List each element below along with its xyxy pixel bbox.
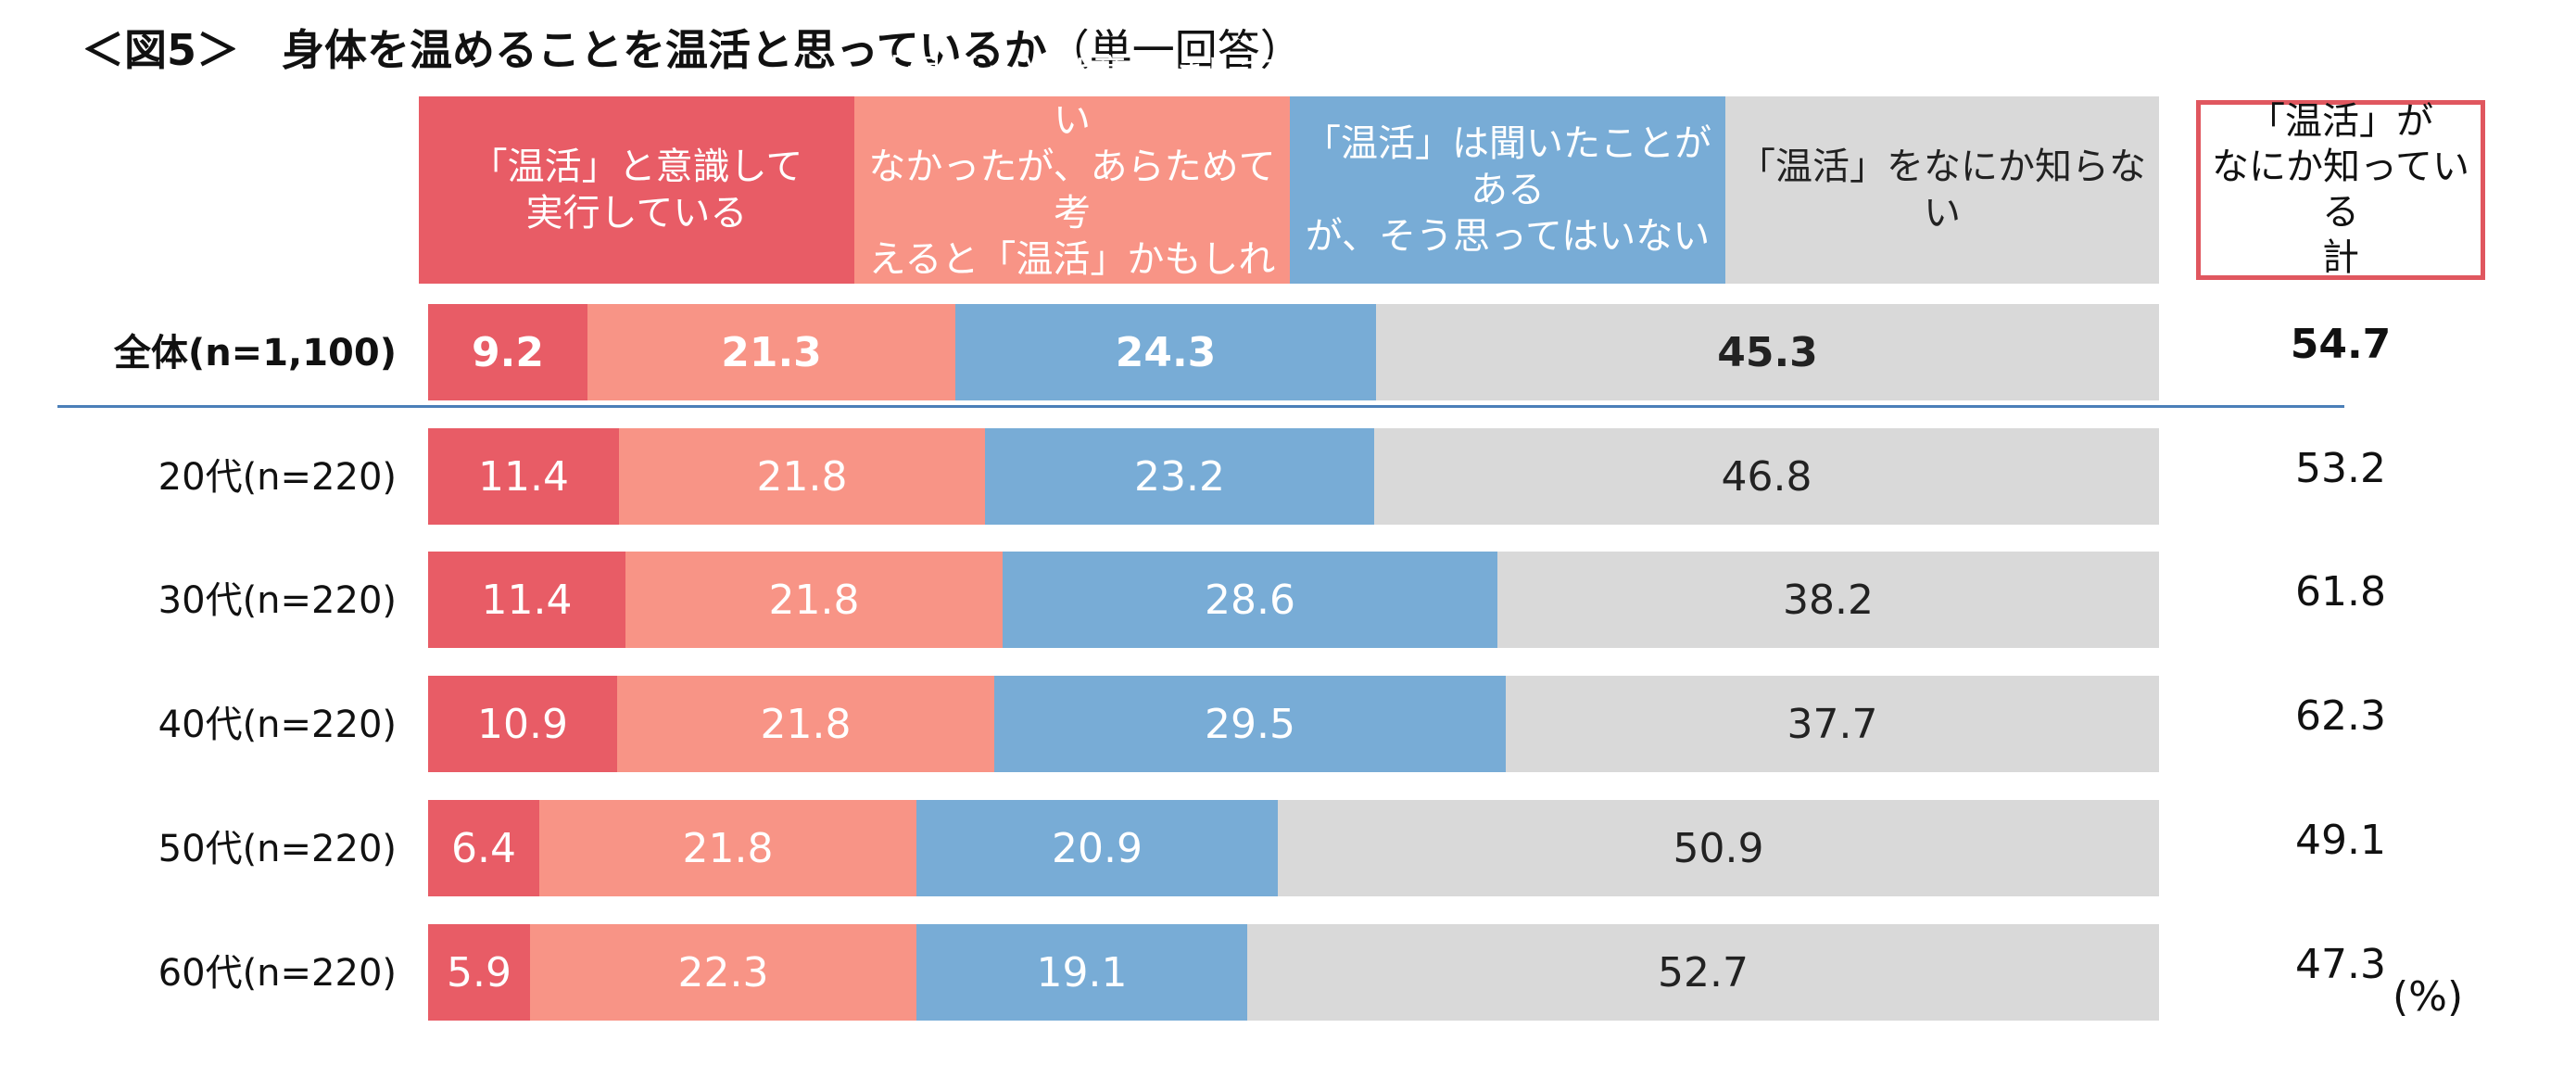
total-column-header: 「温活」が なにか知っている 計 bbox=[2196, 100, 2485, 280]
title-note: （単一回答） bbox=[1046, 25, 1303, 75]
legend-item-2-line: 「温活」とは意識はしてい bbox=[868, 53, 1276, 142]
unit-label: (%) bbox=[2393, 973, 2464, 1021]
chart-title: ＜図5＞ 身体を温めることを温活と思っているか（単一回答） bbox=[82, 17, 1303, 78]
data-label: 45.3 bbox=[1717, 328, 1818, 376]
bar-segment: 37.7 bbox=[1506, 676, 2159, 772]
data-label: 24.3 bbox=[1115, 328, 1217, 376]
category-label: 60代(n=220) bbox=[158, 952, 397, 995]
bar-segment: 29.5 bbox=[994, 676, 1506, 772]
data-label: 37.7 bbox=[1787, 700, 1878, 748]
data-label: 23.2 bbox=[1134, 452, 1225, 501]
bar-segment: 28.6 bbox=[1003, 552, 1497, 648]
data-label: 21.8 bbox=[756, 452, 848, 501]
bar-segment: 22.3 bbox=[530, 924, 916, 1021]
legend-item-1: 「温活」と意識して 実行している bbox=[419, 96, 854, 284]
data-label: 46.8 bbox=[1721, 452, 1812, 501]
bar-segment: 24.3 bbox=[955, 304, 1376, 400]
data-label: 22.3 bbox=[677, 948, 769, 996]
data-label: 19.1 bbox=[1036, 948, 1128, 996]
bar-segment: 5.9 bbox=[428, 924, 530, 1021]
data-label: 28.6 bbox=[1205, 576, 1295, 624]
total-value: 49.1 bbox=[2295, 817, 2386, 864]
legend-item-2-line: なかったが、あらためて考 bbox=[868, 146, 1276, 235]
legend-item-3: 「温活」は聞いたことがある が、そう思ってはいない bbox=[1290, 96, 1725, 284]
total-value: 47.3 bbox=[2295, 941, 2386, 988]
legend-item-3-line: が、そう思ってはいない bbox=[1305, 215, 1711, 258]
divider-line bbox=[57, 405, 2344, 408]
data-label: 11.4 bbox=[481, 576, 573, 624]
data-label: 5.9 bbox=[447, 948, 511, 996]
bar-segment: 21.8 bbox=[617, 676, 994, 772]
bar-segment: 45.3 bbox=[1376, 304, 2159, 400]
data-label: 21.8 bbox=[768, 576, 860, 624]
total-value: 61.8 bbox=[2295, 568, 2386, 615]
data-label: 50.9 bbox=[1673, 824, 1764, 872]
data-label: 29.5 bbox=[1205, 700, 1295, 748]
bar-segment: 21.8 bbox=[625, 552, 1003, 648]
bar-segment: 52.7 bbox=[1247, 924, 2159, 1021]
total-header-line-1: 「温活」が bbox=[2248, 100, 2433, 144]
legend-item-3-line: 「温活」は聞いたことがある bbox=[1304, 122, 1711, 211]
total-header-line-3: 計 bbox=[2322, 235, 2359, 279]
data-label: 21.8 bbox=[682, 824, 774, 872]
title-main: ＜図5＞ 身体を温めることを温活と思っているか bbox=[82, 25, 1047, 75]
data-label: 10.9 bbox=[477, 700, 568, 748]
data-label: 9.2 bbox=[472, 328, 544, 376]
data-label: 6.4 bbox=[451, 824, 516, 872]
bar-segment: 23.2 bbox=[985, 428, 1374, 525]
bar-segment: 10.9 bbox=[428, 676, 617, 772]
bar-segment: 21.8 bbox=[619, 428, 985, 525]
data-label: 11.4 bbox=[478, 452, 569, 501]
legend-item-4-line: 「温活」をなにか知らない bbox=[1738, 146, 2146, 235]
category-label: 40代(n=220) bbox=[158, 704, 397, 746]
bar-segment: 20.9 bbox=[916, 800, 1278, 896]
bar-segment: 11.4 bbox=[428, 552, 625, 648]
data-label: 38.2 bbox=[1783, 576, 1874, 624]
bar-segment: 11.4 bbox=[428, 428, 619, 525]
bar-segment: 46.8 bbox=[1374, 428, 2159, 525]
legend-item-1-line: 「温活」と意識して bbox=[470, 146, 803, 188]
bar-segment: 50.9 bbox=[1278, 800, 2159, 896]
data-label: 21.3 bbox=[721, 328, 822, 376]
category-label: 全体(n=1,100) bbox=[113, 332, 397, 374]
bar-segment: 9.2 bbox=[428, 304, 587, 400]
bar-segment: 38.2 bbox=[1497, 552, 2159, 648]
data-label: 52.7 bbox=[1658, 948, 1749, 996]
bar-segment: 6.4 bbox=[428, 800, 539, 896]
category-label: 20代(n=220) bbox=[158, 456, 397, 499]
category-label: 50代(n=220) bbox=[158, 828, 397, 870]
data-label: 20.9 bbox=[1052, 824, 1143, 872]
total-value: 54.7 bbox=[2290, 321, 2392, 368]
total-header-line-2: なにか知っている bbox=[2212, 146, 2469, 234]
total-value: 53.2 bbox=[2295, 445, 2386, 492]
bar-segment: 21.8 bbox=[539, 800, 916, 896]
data-label: 21.8 bbox=[760, 700, 852, 748]
category-label: 30代(n=220) bbox=[158, 579, 397, 622]
legend-item-1-line: 実行している bbox=[525, 192, 748, 235]
bar-segment: 19.1 bbox=[916, 924, 1247, 1021]
total-value: 62.3 bbox=[2295, 692, 2386, 740]
legend-item-4: 「温活」をなにか知らない bbox=[1725, 96, 2159, 284]
bar-segment: 21.3 bbox=[587, 304, 955, 400]
